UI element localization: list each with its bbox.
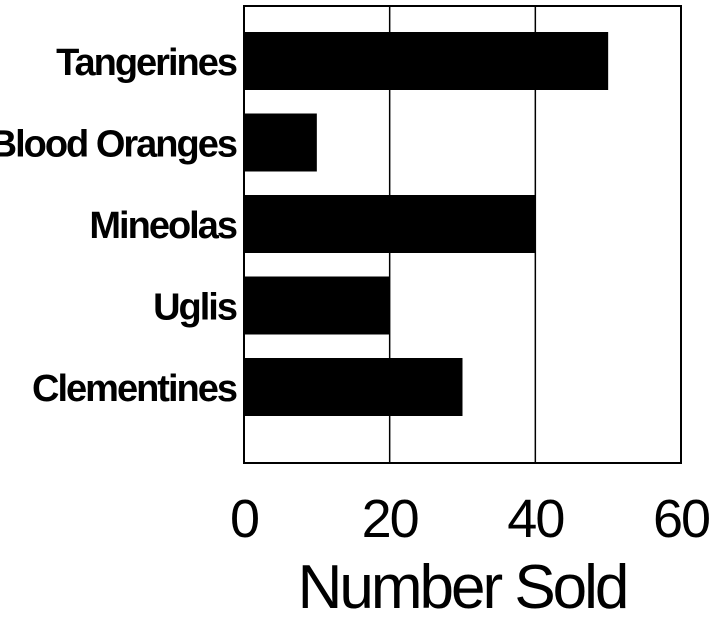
category-label-uglis: Uglis	[153, 287, 237, 329]
category-label-tangerines: Tangerines	[56, 42, 237, 84]
bar-tangerines	[244, 32, 609, 90]
bar-clementines	[244, 358, 463, 416]
category-label-blood-oranges: Blood Oranges	[0, 124, 237, 166]
x-tick-label-60: 60	[653, 489, 709, 549]
bars	[244, 32, 609, 416]
bar-blood-oranges	[244, 113, 317, 172]
x-tick-label-20: 20	[362, 489, 418, 549]
x-tick-labels: 0 20 40 60	[230, 489, 711, 549]
x-tick-label-40: 40	[507, 489, 563, 549]
plot-frame	[243, 5, 682, 464]
category-labels: Tangerines Blood Oranges Mineolas Uglis Clem…	[0, 42, 239, 410]
category-label-clementines: Clementines	[32, 368, 237, 410]
bar-uglis	[244, 276, 390, 335]
x-tick-label-0: 0	[230, 489, 258, 549]
x-axis-title: Number Sold	[298, 553, 627, 618]
bar-mineolas	[244, 195, 536, 253]
category-label-mineolas: Mineolas	[89, 205, 236, 247]
